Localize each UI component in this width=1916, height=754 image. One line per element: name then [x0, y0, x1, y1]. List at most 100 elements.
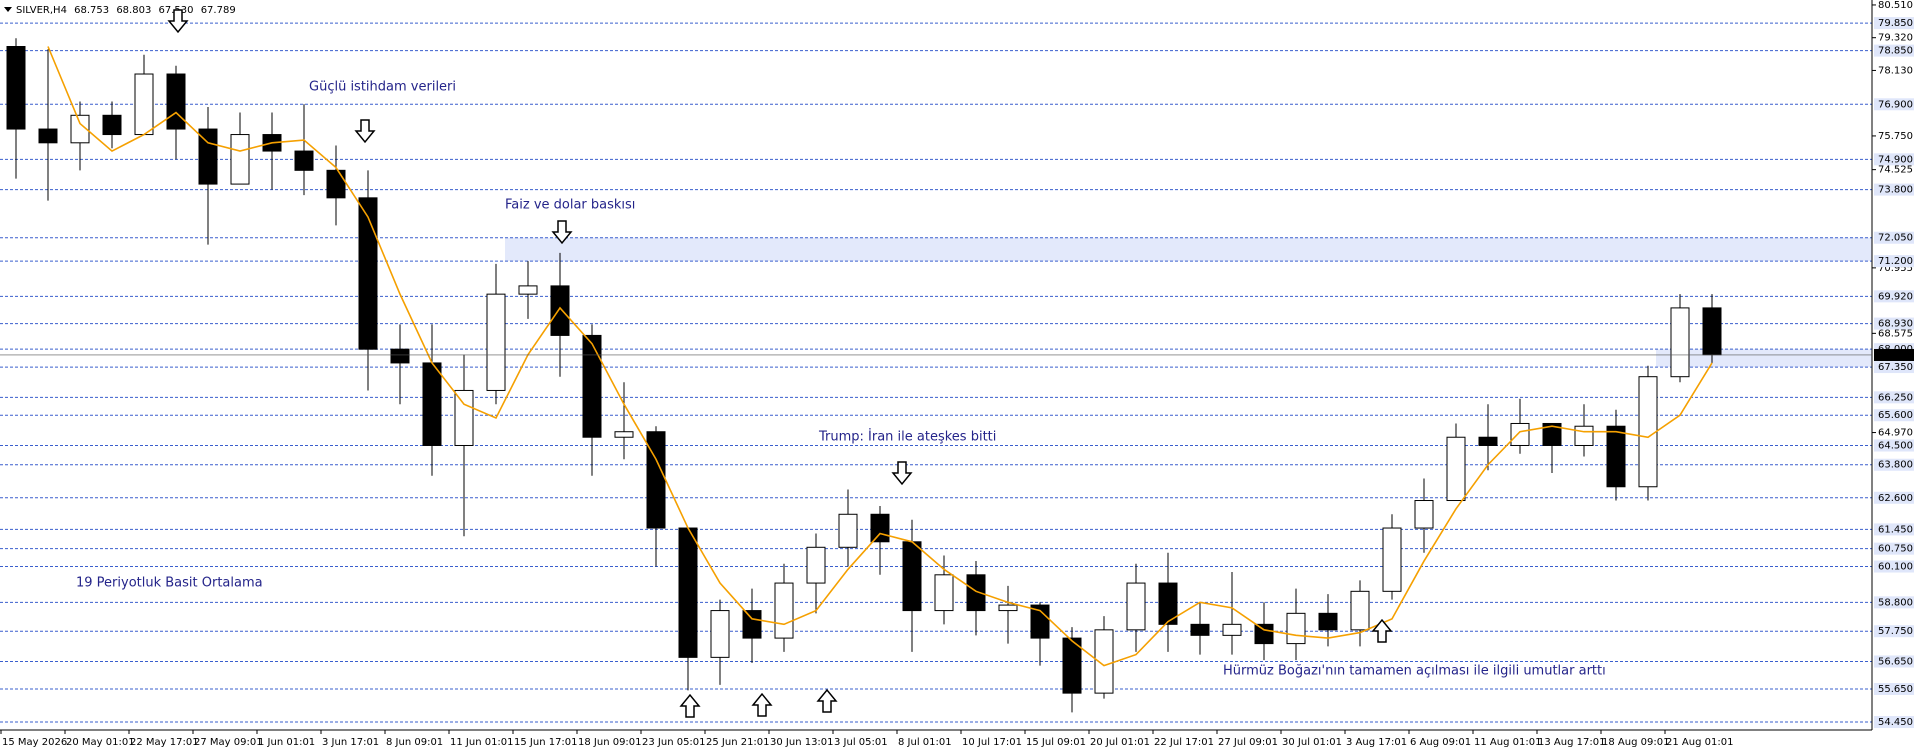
x-tick-label: 3 Aug 17:01	[1346, 737, 1407, 748]
x-tick-label: 23 Jun 05:01	[642, 737, 706, 748]
level-label-bg	[1874, 439, 1914, 452]
y-tick-label: 78.130	[1878, 65, 1913, 76]
up-arrow	[679, 693, 701, 718]
level-label-bg	[1874, 491, 1914, 504]
candle-body	[1478, 436, 1498, 446]
high: 68.803	[116, 5, 151, 16]
annotation: Hürmüz Boğazı'nın tamamen açılması ile i…	[1223, 664, 1606, 679]
level-label: 69.920	[1878, 291, 1913, 302]
candle-body	[230, 134, 250, 185]
x-tick-label: 15 Jul 09:01	[1026, 737, 1086, 748]
header-marker	[4, 7, 12, 12]
candle-body	[6, 46, 26, 130]
y-tick-label: 64.970	[1878, 428, 1913, 439]
x-tick-label: 30 Jun 13:01	[770, 737, 834, 748]
candle-body	[1670, 307, 1690, 378]
candle-body	[358, 197, 378, 350]
x-tick-label: 11 Jun 01:01	[450, 737, 514, 748]
candle-body	[454, 389, 474, 446]
level-label-bg	[1874, 153, 1914, 166]
candle-body	[678, 527, 698, 658]
level-label: 61.450	[1878, 524, 1913, 535]
level-label: 65.600	[1878, 410, 1913, 421]
level-label: 67.350	[1878, 362, 1913, 373]
candle-body	[422, 362, 442, 446]
candle-body	[710, 610, 730, 658]
candle-body	[1446, 436, 1466, 502]
candle-body	[1414, 500, 1434, 529]
level-label: 64.500	[1878, 440, 1913, 451]
level-label: 73.800	[1878, 185, 1913, 196]
candle-body	[1126, 582, 1146, 631]
current-price-bg	[1874, 348, 1914, 361]
level-label: 72.050	[1878, 233, 1913, 244]
level-label-bg	[1874, 361, 1914, 374]
candle-body	[70, 114, 90, 144]
level-label: 76.900	[1878, 99, 1913, 110]
level-label: 63.800	[1878, 460, 1913, 471]
candle-body	[518, 285, 538, 295]
symbol: SILVER,H4	[16, 5, 67, 16]
level-label: 71.200	[1878, 256, 1913, 267]
candle-body	[998, 604, 1018, 612]
level-label-bg	[1874, 625, 1914, 638]
candle-body	[1318, 612, 1338, 631]
candle-body	[1510, 422, 1530, 446]
up-arrow	[816, 688, 838, 713]
candle-body	[1190, 623, 1210, 636]
annotation: Trump: İran ile ateşkes bitti	[818, 429, 996, 445]
candle-body	[934, 574, 954, 612]
x-tick-label: 22 May 17:01	[130, 737, 199, 748]
up-arrow	[1371, 618, 1393, 643]
x-tick-label: 22 Jul 17:01	[1154, 737, 1214, 748]
candle-body	[870, 513, 890, 543]
candle-body	[582, 334, 602, 438]
level-label: 66.250	[1878, 392, 1913, 403]
annotation: 19 Periyotluk Basit Ortalama	[76, 576, 263, 591]
level-label: 57.750	[1878, 626, 1913, 637]
y-tick-label: 75.750	[1878, 131, 1913, 142]
candle-body	[1094, 629, 1114, 694]
x-tick-label: 30 Jul 01:01	[1282, 737, 1342, 748]
level-label-bg	[1874, 458, 1914, 471]
down-arrow	[167, 9, 189, 34]
candle-body	[1702, 307, 1722, 356]
candle-body	[294, 150, 314, 171]
level-label: 55.650	[1878, 684, 1913, 695]
x-tick-label: 1 Jun 01:01	[258, 737, 315, 748]
x-tick-label: 3 Jun 17:01	[322, 737, 379, 748]
candle-body	[1030, 604, 1050, 639]
candle-body	[806, 546, 826, 584]
candle-body	[1222, 623, 1242, 636]
x-tick-label: 18 Jun 09:01	[578, 737, 642, 748]
candle-body	[1062, 637, 1082, 694]
level-label: 78.850	[1878, 46, 1913, 57]
y-tick-label: 80.510	[1878, 0, 1913, 11]
level-label: 79.850	[1878, 18, 1913, 29]
candle-body	[966, 574, 986, 612]
x-tick-label: 20 Jul 01:01	[1090, 737, 1150, 748]
candle-body	[774, 582, 794, 639]
candle-body	[614, 431, 634, 438]
level-label: 58.800	[1878, 597, 1913, 608]
candle-body	[1254, 623, 1274, 645]
level-label-bg	[1874, 255, 1914, 268]
x-tick-label: 15 Jun 17:01	[514, 737, 578, 748]
candle-body	[166, 73, 186, 130]
x-tick-label: 6 Aug 09:01	[1410, 737, 1471, 748]
down-arrow	[354, 119, 376, 144]
candle-body	[902, 541, 922, 612]
level-label-bg	[1874, 231, 1914, 244]
candle-body	[102, 114, 122, 136]
x-tick-label: 15 May 2026	[2, 737, 67, 748]
candle-body	[486, 293, 506, 391]
level-label: 62.600	[1878, 493, 1913, 504]
level-label: 54.450	[1878, 717, 1913, 728]
down-arrow	[551, 220, 573, 245]
candle-body	[1574, 425, 1594, 446]
x-tick-label: 11 Aug 01:01	[1474, 737, 1541, 748]
close: 67.789	[201, 5, 236, 16]
candle-body	[742, 610, 762, 639]
candle-body	[38, 128, 58, 144]
